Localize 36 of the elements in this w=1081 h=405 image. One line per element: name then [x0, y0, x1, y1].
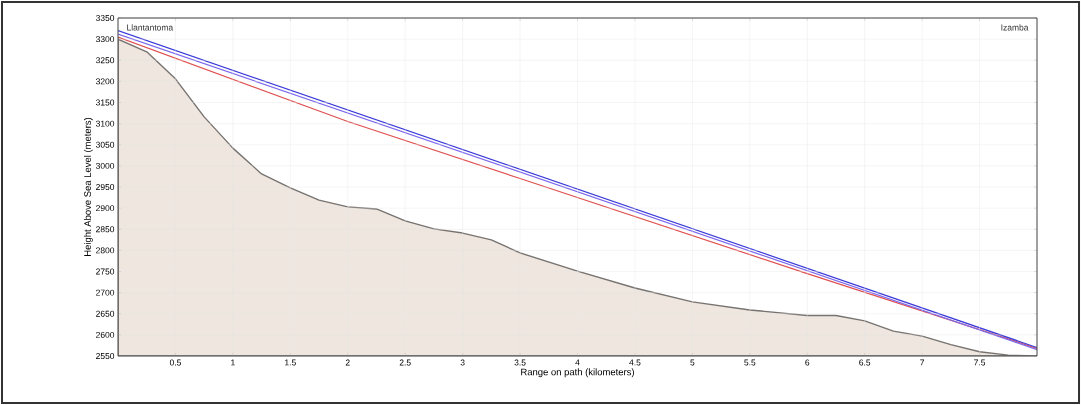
x-tick-label: 4 — [575, 359, 580, 366]
y-tick-label: 3250 — [95, 57, 115, 64]
y-tick-label: 3100 — [95, 120, 115, 127]
y-tick-label: 3200 — [95, 78, 115, 85]
y-tick-label: 2800 — [96, 247, 115, 254]
x-tick-label: 1.5 — [285, 359, 296, 366]
x-tick-label: 4.5 — [629, 359, 641, 366]
y-tick-label: 2750 — [96, 268, 115, 275]
y-tick-label: 2850 — [96, 226, 115, 233]
y-tick-label: 2650 — [96, 310, 115, 317]
x-tick-label: 0.5 — [169, 359, 181, 366]
y-tick-label: 2600 — [96, 331, 115, 338]
x-tick-label: 7.5 — [974, 359, 986, 366]
y-tick-label: 3000 — [95, 162, 115, 169]
x-tick-label: 5.5 — [744, 359, 756, 366]
x-tick-label: 6 — [805, 359, 810, 366]
y-tick-label: 2900 — [96, 205, 115, 212]
x-tick-label: 2.5 — [399, 359, 411, 366]
y-tick-label: 3350 — [95, 15, 115, 21]
x-tick-label: 7 — [920, 359, 925, 366]
x-tick-label: 3 — [460, 359, 465, 366]
y-tick-label: 2950 — [96, 184, 115, 190]
x-tick-label: 1 — [231, 359, 235, 366]
x-axis-title: Range on path (kilometers) — [521, 368, 634, 378]
y-axis-title: Height Above Sea Level (meters) — [83, 117, 93, 256]
y-tick-label: 3050 — [95, 141, 115, 148]
x-tick-label: 5 — [690, 359, 695, 366]
y-tick-label: 3300 — [95, 36, 115, 43]
y-tick-label: 3150 — [95, 99, 115, 106]
y-tick-label: 2550 — [96, 353, 115, 359]
annotation: Izamba — [1001, 24, 1029, 31]
y-tick-label: 2700 — [96, 289, 115, 296]
x-tick-label: 3.5 — [514, 359, 526, 366]
x-tick-label: 2 — [345, 359, 350, 366]
annotation: Llantantoma — [127, 24, 174, 31]
x-tick-label: 6.5 — [859, 359, 871, 366]
